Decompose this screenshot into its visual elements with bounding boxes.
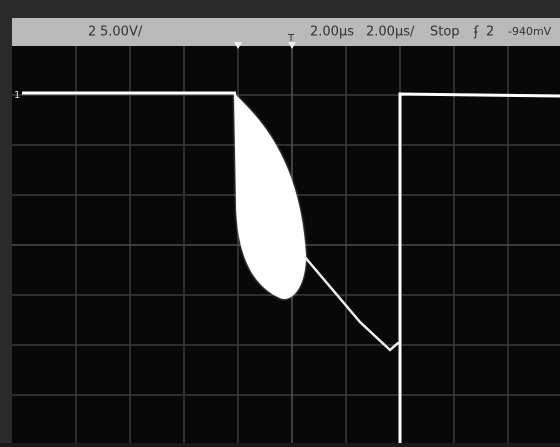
trigger-label: T: [287, 33, 295, 44]
delay: 2.00µs: [310, 25, 354, 40]
trigger-source-icon: ʄ: [473, 25, 479, 40]
trigger-level: -940mV: [508, 25, 552, 38]
timebase: 2.00µs/: [366, 25, 415, 40]
vertical-scale: 5.00V/: [100, 25, 143, 40]
oscilloscope-photo: 1 2 5.00V/ T 2.00µs 2.00µs/ Stop ʄ 2 -94…: [0, 0, 560, 443]
run-state: Stop: [430, 25, 460, 40]
ground-marker: 1: [14, 90, 20, 101]
trigger-source: 2: [486, 25, 494, 40]
channel: 2: [88, 25, 96, 40]
